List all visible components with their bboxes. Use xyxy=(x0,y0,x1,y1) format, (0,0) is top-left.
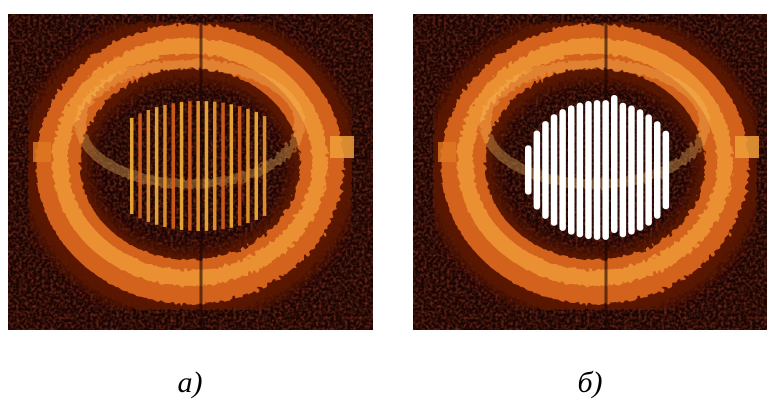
stripe xyxy=(138,114,142,219)
stripe xyxy=(205,101,209,231)
stripe xyxy=(628,105,635,234)
stripe xyxy=(213,102,217,231)
stripe xyxy=(534,131,541,210)
stripe xyxy=(246,109,250,223)
stripe xyxy=(525,145,532,194)
panel-a-image xyxy=(8,14,373,330)
stripe xyxy=(147,110,151,222)
stripe xyxy=(654,121,661,218)
panel-b-image xyxy=(413,14,767,330)
caption: а) xyxy=(178,366,203,399)
stripe xyxy=(551,114,558,225)
stripe xyxy=(196,101,200,231)
stripe xyxy=(594,100,601,240)
caption: б) xyxy=(577,366,602,399)
stripe xyxy=(163,105,167,227)
stripe xyxy=(221,103,225,230)
stripe xyxy=(255,112,259,220)
stripe xyxy=(188,101,192,230)
stripe xyxy=(637,109,644,230)
stripe xyxy=(585,101,592,239)
stripe xyxy=(568,105,575,234)
stripe xyxy=(602,100,609,240)
stripe xyxy=(542,121,549,219)
stripe xyxy=(663,131,670,209)
stripe xyxy=(130,118,134,214)
stripe xyxy=(230,104,234,227)
figure: а) б) xyxy=(0,0,767,403)
stripe xyxy=(238,106,242,225)
stripe xyxy=(620,103,627,238)
stripe xyxy=(611,95,618,233)
stripe xyxy=(180,102,184,230)
stripe xyxy=(559,109,566,231)
stripe xyxy=(645,114,652,225)
stripe xyxy=(172,103,176,228)
stripe xyxy=(577,103,584,238)
stripe xyxy=(155,107,159,225)
stripe xyxy=(263,116,267,216)
